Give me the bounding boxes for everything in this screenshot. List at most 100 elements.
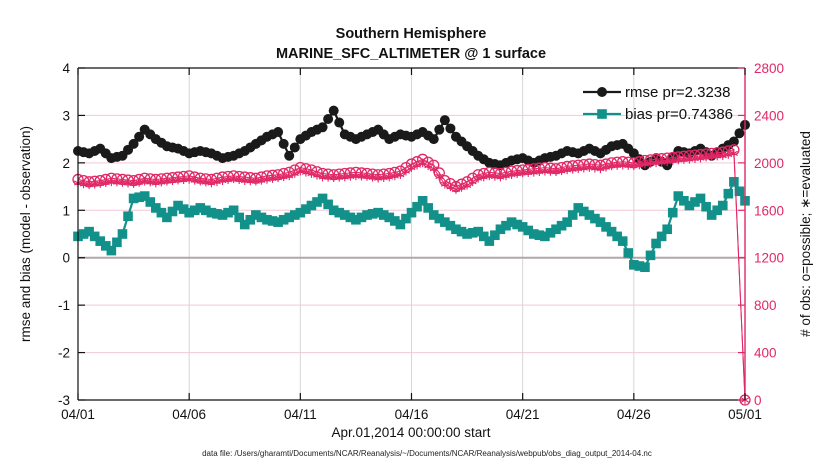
bias-marker — [673, 191, 684, 201]
bias-marker — [506, 217, 517, 227]
rmse-marker — [328, 105, 339, 116]
chart-title-line2: MARINE_SFC_ALTIMETER @ 1 surface — [276, 46, 546, 62]
bias-marker — [89, 231, 100, 242]
bias-marker — [528, 229, 539, 239]
legend: rmse pr=2.3238 bias pr=0.74386 — [583, 84, 733, 123]
bias-marker — [378, 210, 389, 220]
bias-marker — [395, 219, 406, 230]
bias-marker — [612, 231, 622, 242]
bias-marker — [428, 210, 439, 220]
bias-marker — [517, 222, 528, 232]
rmse-marker — [439, 115, 450, 126]
obs-evaluated-marker — [390, 171, 399, 181]
bias-marker — [656, 231, 667, 242]
bias-marker — [234, 212, 244, 223]
rmse-marker — [734, 128, 745, 139]
bias-marker — [423, 203, 433, 213]
bias-marker — [590, 213, 600, 224]
bias-marker — [667, 207, 678, 218]
bias-marker — [317, 193, 328, 204]
obs-evaluated-marker — [457, 183, 466, 192]
bias-marker — [467, 228, 478, 238]
bias-marker — [145, 197, 156, 207]
obs-evaluated-marker — [285, 171, 294, 181]
bias-marker — [100, 241, 111, 251]
bias-marker — [206, 207, 217, 218]
bias-marker — [495, 224, 506, 235]
obs-evaluated-marker — [718, 151, 727, 161]
bias-marker — [262, 214, 272, 225]
bias-marker — [278, 214, 289, 225]
bias-series — [73, 177, 750, 272]
rmse-marker — [334, 117, 345, 128]
bias-marker — [156, 207, 167, 218]
obs-evaluated-marker — [129, 179, 138, 188]
bias-marker — [245, 214, 256, 225]
right-y-axis-label: # of obs: o=possible; ∗=evaluated — [798, 131, 813, 337]
x-tick-label: 05/01 — [728, 407, 762, 422]
x-tick-label: 04/06 — [172, 407, 206, 422]
right-tick-label: 0 — [754, 393, 762, 408]
legend-entry-bias: bias pr=0.74386 — [583, 106, 733, 123]
bias-marker — [484, 236, 495, 246]
right-tick-label: 400 — [754, 346, 777, 361]
bias-marker — [462, 229, 472, 239]
bias-marker — [712, 205, 723, 216]
rmse-marker — [445, 123, 456, 134]
series-layer — [72, 105, 751, 406]
bias-marker — [551, 224, 561, 235]
rmse-marker — [273, 127, 284, 138]
obs-evaluated-marker — [413, 160, 422, 170]
bias-marker — [417, 196, 428, 206]
left-tick-label: 0 — [62, 251, 70, 266]
bias-marker — [729, 177, 739, 187]
bias-marker — [117, 229, 128, 239]
left-tick-label: 4 — [62, 61, 70, 76]
left-tick-label: -1 — [58, 298, 70, 313]
obs-evaluated-marker — [290, 169, 299, 178]
bias-marker — [284, 212, 295, 223]
bias-marker — [556, 220, 567, 231]
x-tick-label: 04/11 — [284, 407, 317, 422]
bias-marker — [595, 217, 606, 227]
bias-marker — [701, 201, 711, 212]
bias-marker — [601, 222, 611, 232]
bias-marker — [623, 248, 634, 258]
bias-marker — [456, 226, 467, 237]
bias-marker — [690, 197, 700, 207]
right-tick-label: 800 — [754, 298, 777, 313]
right-tick-label: 1200 — [754, 251, 784, 266]
bias-marker — [184, 207, 194, 218]
obs-evaluated-marker — [385, 172, 394, 182]
bias-marker — [112, 237, 122, 248]
bias-marker — [684, 200, 695, 211]
obs-evaluated-marker — [474, 173, 483, 183]
bias-marker — [106, 245, 117, 256]
bias-marker — [162, 212, 172, 223]
labels-layer: Southern Hemisphere MARINE_SFC_ALTIMETER… — [18, 26, 813, 458]
bias-marker — [373, 207, 383, 218]
bias-marker — [123, 211, 133, 222]
obs-evaluated-marker — [296, 166, 305, 176]
bias-marker — [606, 226, 617, 237]
obs-evaluated-marker — [724, 150, 733, 159]
data-file-caption: data file: /Users/gharamti/Documents/NCA… — [202, 449, 652, 458]
bias-marker — [584, 210, 595, 220]
bias-marker — [651, 238, 661, 249]
bias-marker — [356, 212, 367, 223]
bias-marker — [195, 203, 206, 213]
obs-evaluated-marker — [479, 172, 488, 182]
bias-marker — [545, 228, 556, 238]
bias-marker — [201, 205, 211, 216]
legend-label: rmse pr=2.3238 — [625, 84, 730, 101]
bias-marker — [306, 200, 317, 211]
bias-marker — [473, 226, 483, 237]
bias-marker — [340, 210, 350, 220]
legend-marker — [597, 87, 607, 97]
bias-marker — [178, 204, 189, 214]
bias-marker — [128, 193, 139, 204]
bias-marker — [434, 213, 445, 224]
bias-marker — [451, 224, 461, 235]
bias-marker — [256, 212, 267, 223]
